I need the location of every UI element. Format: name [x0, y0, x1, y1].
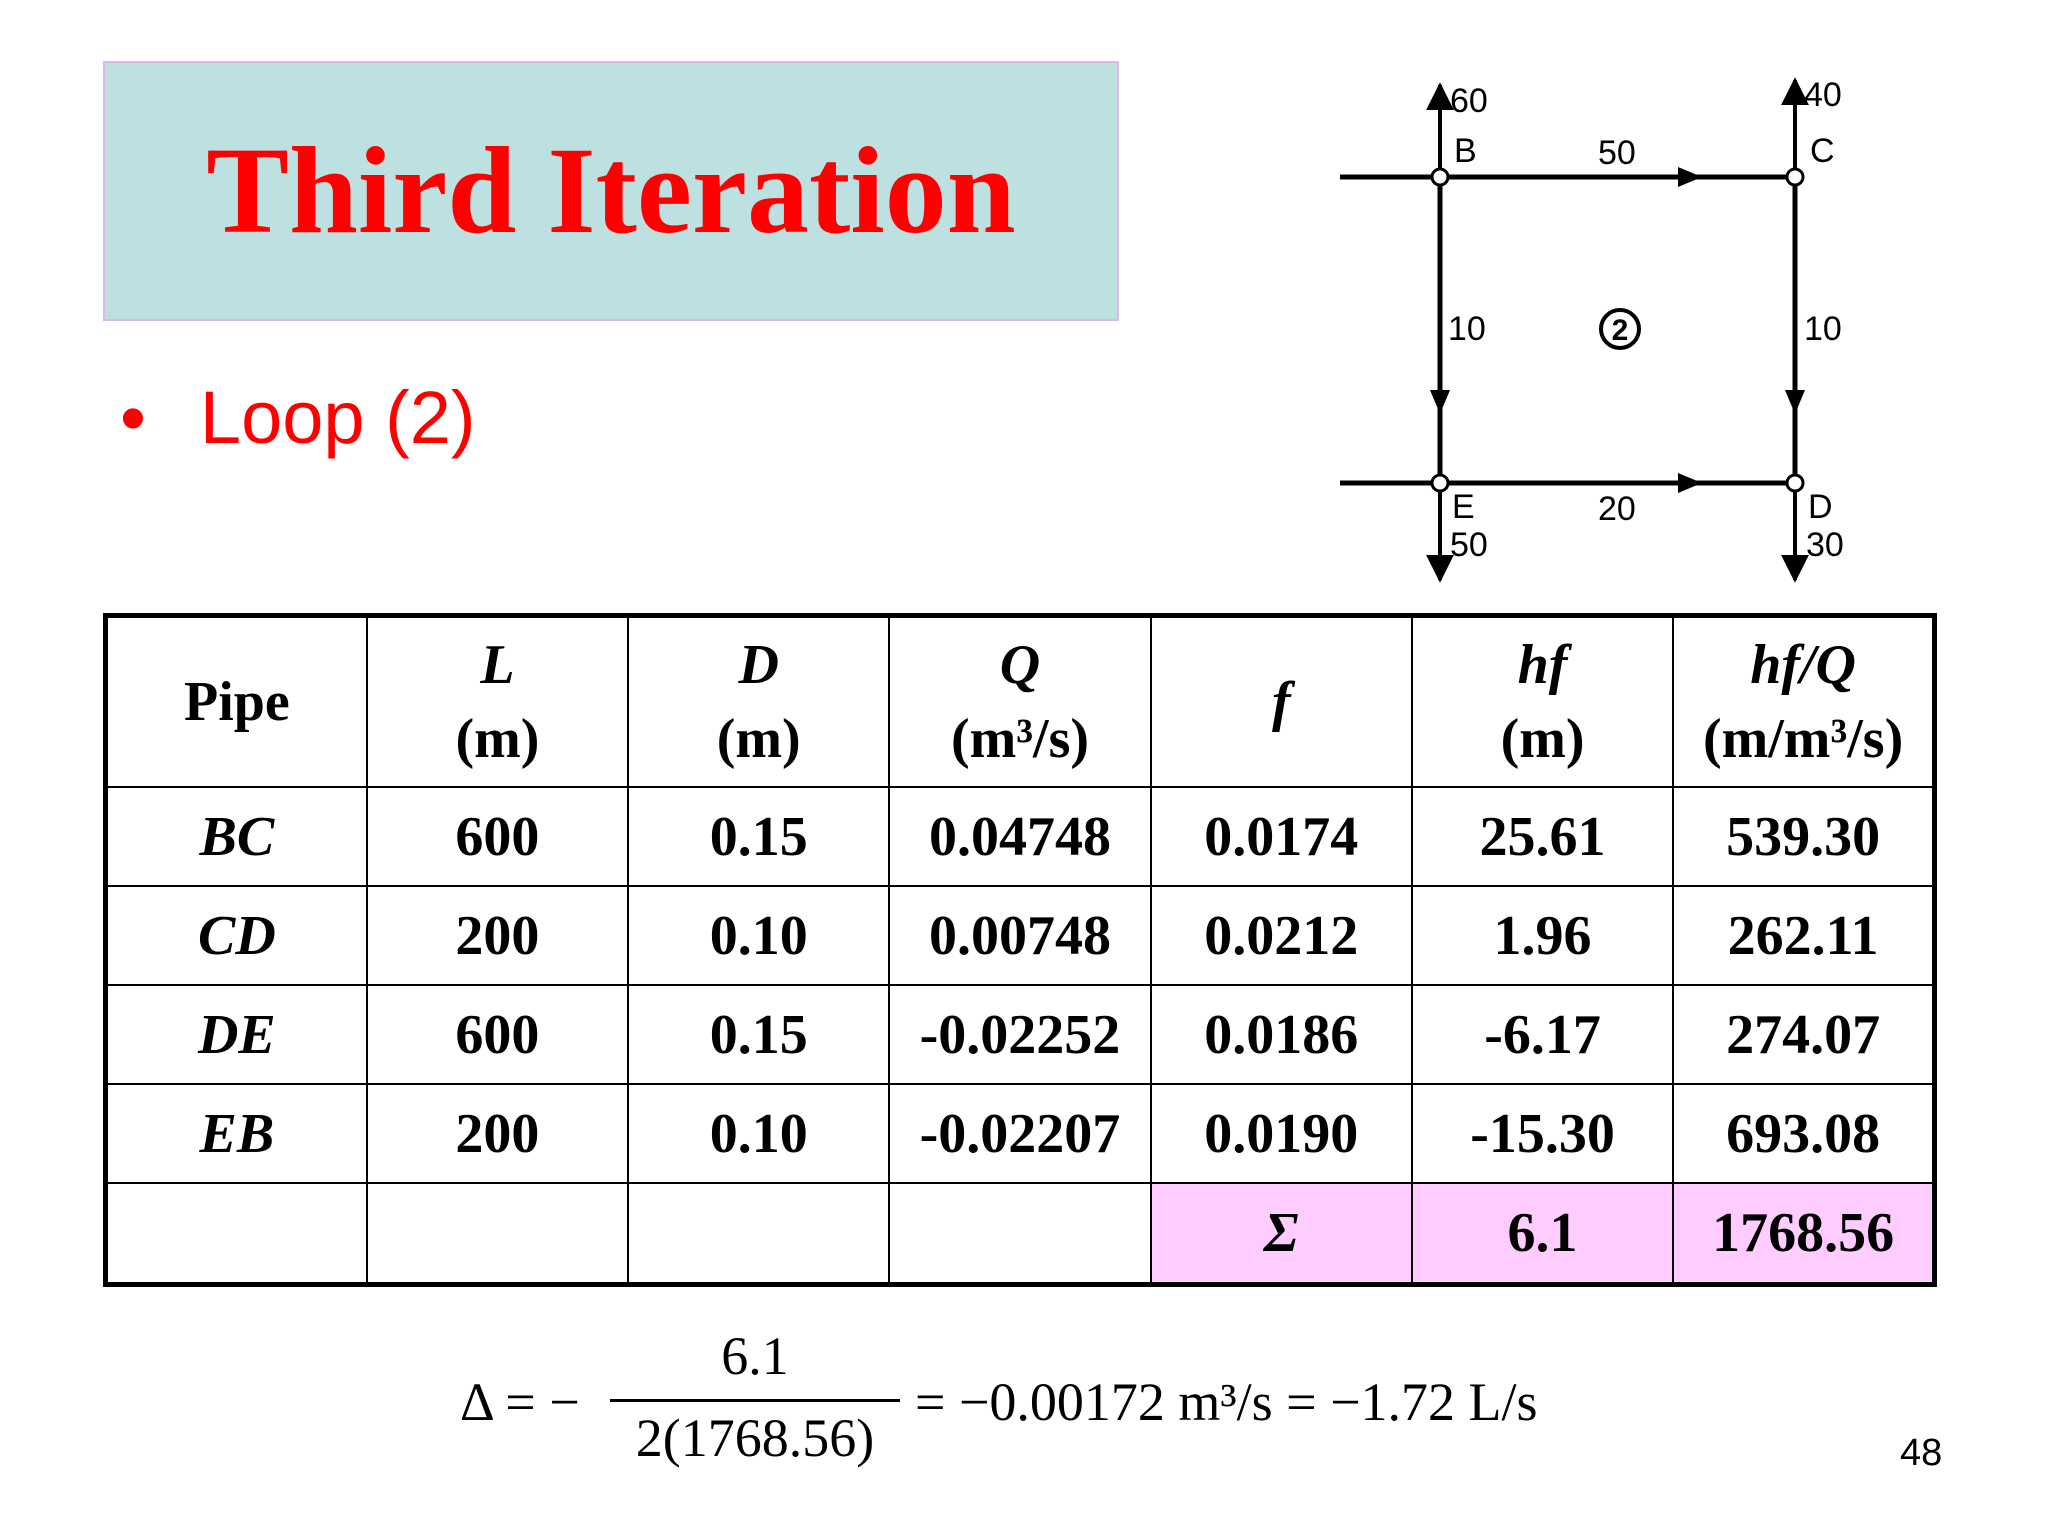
table-row: EB 200 0.10 -0.02207 0.0190 -15.30 693.0… [104, 1083, 1936, 1185]
cell-pipe: DE [104, 984, 368, 1086]
arrow-be [1430, 390, 1450, 414]
label-flow-top-c: 40 [1804, 76, 1842, 114]
node-e [1430, 473, 1450, 493]
label-flow-cd: 10 [1804, 310, 1842, 348]
cell-flow: -0.02252 [888, 984, 1152, 1086]
label-flow-bottom-e: 50 [1450, 526, 1488, 564]
node-d [1785, 473, 1805, 493]
label-node-b: B [1454, 132, 1477, 170]
header-pipe: Pipe [104, 614, 368, 788]
table-sum-row: Σ 6.1 1768.56 [104, 1182, 1936, 1286]
arrow-cd [1785, 390, 1805, 414]
header-friction: f [1149, 614, 1413, 788]
correction-formula: Δ = − 6.1 2(1768.56) = −0.00172 m³/s = −… [460, 1325, 1610, 1475]
formula-rhs: = −0.00172 m³/s = −1.72 L/s [915, 1372, 1538, 1432]
header-headloss: hf (m) [1410, 614, 1675, 788]
table-row: CD 200 0.10 0.00748 0.0212 1.96 262.11 [104, 885, 1936, 987]
bullet-loop: • Loop (2) [120, 375, 476, 460]
cell-friction: 0.0190 [1149, 1083, 1413, 1185]
formula-lhs: Δ = − [460, 1372, 580, 1432]
arrow-ed [1678, 473, 1702, 493]
cell-headloss-per-flow: 693.08 [1672, 1083, 1936, 1185]
cell-length: 600 [365, 785, 630, 888]
sum-symbol: Σ [1149, 1182, 1413, 1286]
cell-length: 600 [365, 984, 630, 1086]
label-node-e: E [1452, 488, 1475, 526]
cell-headloss: 25.61 [1410, 785, 1675, 888]
table-header-row: Pipe L (m) D (m) Q (m³/s) f hf (m) hf/Q (m/m³… [104, 614, 1936, 788]
cell-flow: -0.02207 [888, 1083, 1152, 1185]
bullet-marker: • [120, 376, 146, 459]
table-row: BC 600 0.15 0.04748 0.0174 25.61 539.30 [104, 785, 1936, 888]
cell-diameter: 0.10 [627, 885, 891, 987]
cell-diameter: 0.10 [627, 1083, 891, 1185]
header-diameter: D (m) [627, 614, 891, 788]
page-number: 48 [1900, 1432, 1943, 1474]
cell-friction: 0.0186 [1149, 984, 1413, 1086]
formula-numerator: 6.1 [721, 1326, 789, 1386]
header-length: L (m) [365, 614, 630, 788]
cell-pipe: BC [104, 785, 368, 888]
cell-friction: 0.0174 [1149, 785, 1413, 888]
cell-empty [888, 1182, 1152, 1286]
cell-headloss: -15.30 [1410, 1083, 1675, 1185]
iteration-table: Pipe L (m) D (m) Q (m³/s) f hf (m) hf/Q (m/m³… [103, 613, 1937, 1287]
cell-empty [365, 1182, 630, 1286]
label-flow-ed: 20 [1598, 490, 1636, 528]
bullet-text: Loop (2) [199, 376, 476, 459]
cell-headloss-per-flow: 274.07 [1672, 984, 1936, 1086]
cell-flow: 0.00748 [888, 885, 1152, 987]
cell-headloss-per-flow: 539.30 [1672, 785, 1936, 888]
cell-diameter: 0.15 [627, 785, 891, 888]
label-node-d: D [1808, 488, 1833, 526]
node-b [1430, 167, 1450, 187]
title-box: Third Iteration [103, 61, 1119, 321]
cell-empty [627, 1182, 891, 1286]
pipe-network-diagram: B C E D 60 40 50 10 10 20 50 30 2 [1340, 76, 1844, 583]
cell-headloss: -6.17 [1410, 984, 1675, 1086]
cell-friction: 0.0212 [1149, 885, 1413, 987]
arrow-bc [1678, 167, 1702, 187]
formula-denominator: 2(1768.56) [635, 1408, 875, 1468]
sum-headloss: 6.1 [1410, 1182, 1675, 1286]
cell-headloss-per-flow: 262.11 [1672, 885, 1936, 987]
table-row: DE 600 0.15 -0.02252 0.0186 -6.17 274.07 [104, 984, 1936, 1086]
node-c [1785, 167, 1805, 187]
header-flow: Q (m³/s) [888, 614, 1152, 788]
fraction-bar [610, 1399, 900, 1402]
cell-pipe: CD [104, 885, 368, 987]
cell-headloss: 1.96 [1410, 885, 1675, 987]
slide-title: Third Iteration [206, 122, 1016, 259]
cell-length: 200 [365, 885, 630, 987]
cell-empty [104, 1182, 368, 1286]
label-flow-bottom-d: 30 [1806, 526, 1844, 564]
label-node-c: C [1810, 132, 1835, 170]
cell-flow: 0.04748 [888, 785, 1152, 888]
label-flow-bc: 50 [1598, 134, 1636, 172]
cell-length: 200 [365, 1083, 630, 1185]
loop-number: 2 [1612, 314, 1629, 347]
sum-headloss-per-flow: 1768.56 [1672, 1182, 1936, 1286]
label-flow-be: 10 [1448, 310, 1486, 348]
label-flow-top-b: 60 [1450, 82, 1488, 120]
cell-diameter: 0.15 [627, 984, 891, 1086]
loop-number-circle [1599, 308, 1641, 350]
cell-pipe: EB [104, 1083, 368, 1185]
header-headloss-per-flow: hf/Q (m/m³/s) [1672, 614, 1936, 788]
